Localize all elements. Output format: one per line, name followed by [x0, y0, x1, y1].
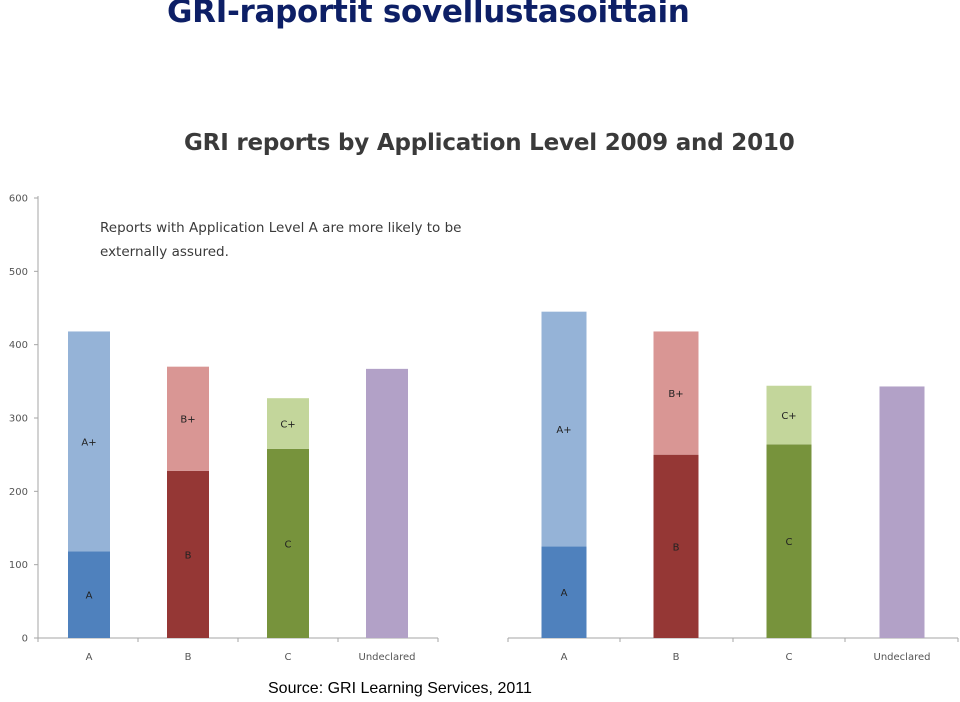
bar-segment-b-plus — [167, 366, 209, 471]
x-tick-label: C — [786, 652, 793, 663]
segment-label: A — [86, 591, 93, 602]
segment-label: A+ — [81, 437, 96, 448]
segment-label: B — [185, 550, 192, 561]
segment-label: A+ — [556, 425, 571, 436]
bar-segment-a-plus — [541, 311, 587, 547]
y-tick-label: 400 — [9, 340, 28, 351]
bar-segment-undeclared — [879, 386, 925, 638]
segment-label: C — [786, 537, 793, 548]
segment-label: B — [673, 542, 680, 553]
y-tick-label: 500 — [9, 267, 28, 278]
bar-segment-b — [653, 454, 699, 638]
y-tick-label: 0 — [22, 634, 28, 645]
bar-segment-b — [167, 470, 209, 638]
bar-segment-c-plus — [267, 398, 309, 449]
annotation-line-2: externally assured. — [100, 244, 229, 260]
bar-segment-c — [267, 448, 309, 638]
x-tick-label: C — [285, 652, 292, 663]
segment-label: B+ — [180, 415, 195, 426]
x-tick-label: A — [86, 652, 93, 663]
bar-segment-b-plus — [653, 331, 699, 455]
segment-label: B+ — [668, 389, 683, 400]
bar-segment-a — [68, 551, 110, 638]
x-tick-label: A — [561, 652, 568, 663]
chart-title: GRI reports by Application Level 2009 an… — [184, 130, 795, 156]
annotation-line-1: Reports with Application Level A are mor… — [100, 220, 462, 236]
y-tick-label: 300 — [9, 414, 28, 425]
slide-title: GRI-raportit sovellustasoittain — [167, 0, 690, 30]
segment-label: C+ — [781, 411, 796, 422]
bar-segment-c-plus — [766, 385, 812, 445]
bar-segment-c — [766, 444, 812, 638]
y-tick-label: 600 — [9, 194, 28, 205]
x-tick-label: B — [673, 652, 680, 663]
x-tick-label: Undeclared — [874, 652, 931, 663]
bar-segment-a-plus — [68, 331, 110, 552]
segment-label: C+ — [280, 420, 295, 431]
segment-label: A — [561, 588, 568, 599]
bar-segment-undeclared — [366, 368, 408, 638]
x-tick-label: Undeclared — [359, 652, 416, 663]
segment-label: C — [285, 539, 292, 550]
source-note: Source: GRI Learning Services, 2011 — [268, 680, 532, 697]
y-tick-label: 200 — [9, 487, 28, 498]
x-tick-label: B — [185, 652, 192, 663]
chart-annotation: Reports with Application Level A are mor… — [100, 216, 500, 264]
y-tick-label: 100 — [9, 560, 28, 571]
bar-segment-a — [541, 546, 587, 638]
